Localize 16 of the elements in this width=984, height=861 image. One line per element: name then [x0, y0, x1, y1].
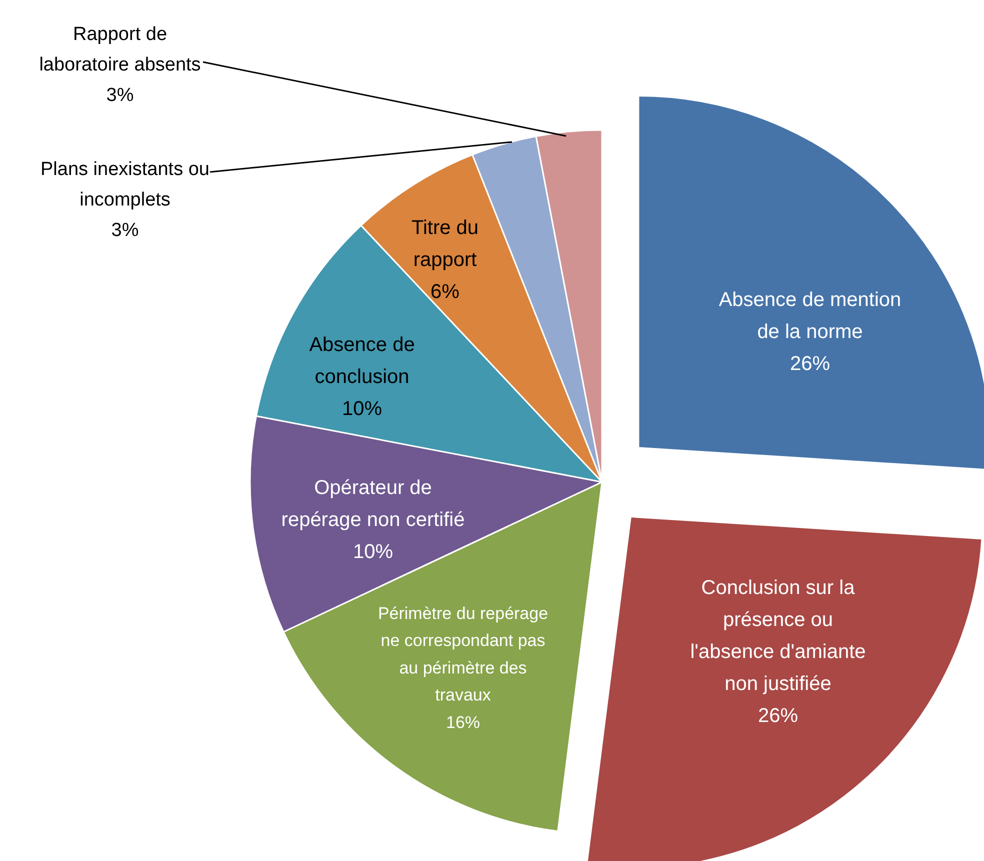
- data-label: 3%: [106, 84, 134, 106]
- data-label: 3%: [111, 220, 139, 241]
- slice-label: Titre du rapport: [411, 217, 479, 271]
- slice-label: Plans inexistants ou incomplets: [40, 159, 210, 210]
- data-label: 10%: [342, 398, 382, 420]
- data-label: 6%: [430, 281, 460, 303]
- slice-label: Absence de mention de la norme: [718, 289, 902, 343]
- slice-label: Rapport de laboratoire absents: [39, 24, 201, 76]
- slice-label: Périmètre du repérage ne correspondant pas au périmètre des travaux: [378, 604, 548, 705]
- slice-label: Conclusion sur la présence ou l'absence d'amiante non justifiée: [690, 577, 866, 695]
- data-label: 10%: [352, 541, 394, 563]
- data-label: 26%: [758, 705, 798, 727]
- slice-label: Opérateur de repérage non certifié: [281, 477, 465, 531]
- data-label: 16%: [446, 712, 480, 732]
- data-label: 26%: [790, 353, 830, 375]
- slice-label: Absence de conclusion: [309, 334, 415, 388]
